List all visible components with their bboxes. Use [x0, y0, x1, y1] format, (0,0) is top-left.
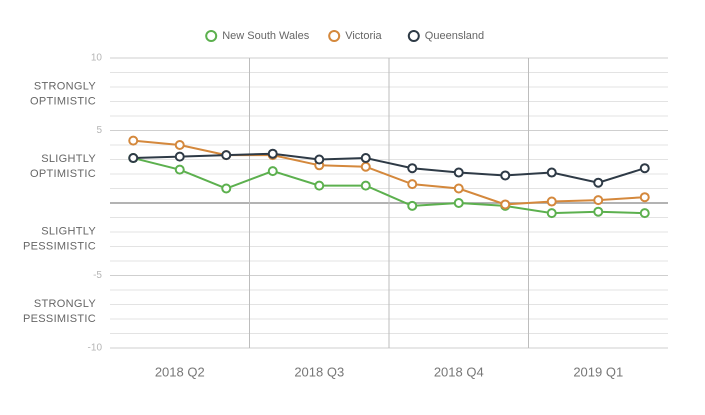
- point: [314, 180, 325, 191]
- y-tick-label: -5: [93, 270, 102, 281]
- point: [546, 208, 557, 219]
- legend-marker: [205, 30, 218, 42]
- point: [174, 140, 185, 150]
- point: [174, 164, 185, 175]
- x-group-label: 2018 Q4: [434, 364, 484, 379]
- point: [360, 161, 371, 172]
- zone-label: SLIGHTLY: [41, 153, 96, 165]
- legend-label: Queensland: [425, 30, 484, 42]
- point: [453, 183, 464, 194]
- legend-label: New South Wales: [222, 30, 310, 42]
- zone-label: STRONGLY: [34, 81, 96, 93]
- zone-label: OPTIMISTIC: [30, 168, 96, 180]
- x-group-label: 2019 Q1: [573, 364, 623, 379]
- x-group-label: 2018 Q2: [155, 364, 205, 379]
- point: [407, 163, 418, 174]
- point: [639, 208, 650, 219]
- point: [593, 195, 604, 206]
- point: [267, 148, 278, 159]
- point: [639, 163, 650, 174]
- zone-label: PESSIMISTIC: [23, 313, 96, 325]
- point: [174, 151, 185, 162]
- point: [407, 179, 418, 190]
- legend-label: Victoria: [345, 30, 382, 42]
- point: [314, 154, 325, 165]
- point: [593, 206, 604, 217]
- point: [221, 150, 232, 161]
- point: [221, 183, 232, 194]
- legend-marker: [328, 30, 341, 42]
- point: [500, 170, 511, 181]
- zone-label: STRONGLY: [34, 298, 96, 310]
- point: [407, 200, 418, 211]
- zone-label: SLIGHTLY: [41, 226, 96, 238]
- point: [593, 177, 604, 188]
- point: [267, 166, 278, 177]
- point: [128, 153, 139, 164]
- point: [500, 199, 511, 210]
- point: [453, 198, 464, 208]
- series-line: [133, 139, 645, 206]
- zone-label: PESSIMISTIC: [23, 241, 96, 253]
- series-line: [133, 152, 646, 184]
- point: [546, 196, 557, 207]
- series-line: [133, 157, 645, 215]
- y-tick-label: 5: [96, 125, 102, 136]
- y-tick-label: 10: [91, 53, 103, 64]
- point: [360, 153, 371, 164]
- point: [546, 167, 557, 178]
- point: [453, 167, 464, 178]
- legend-marker: [407, 30, 420, 42]
- y-tick-label: -10: [88, 343, 103, 354]
- zone-label: OPTIMISTIC: [30, 96, 96, 108]
- point: [360, 180, 371, 191]
- point: [639, 192, 650, 203]
- x-group-label: 2018 Q3: [294, 364, 344, 379]
- point: [128, 135, 139, 146]
